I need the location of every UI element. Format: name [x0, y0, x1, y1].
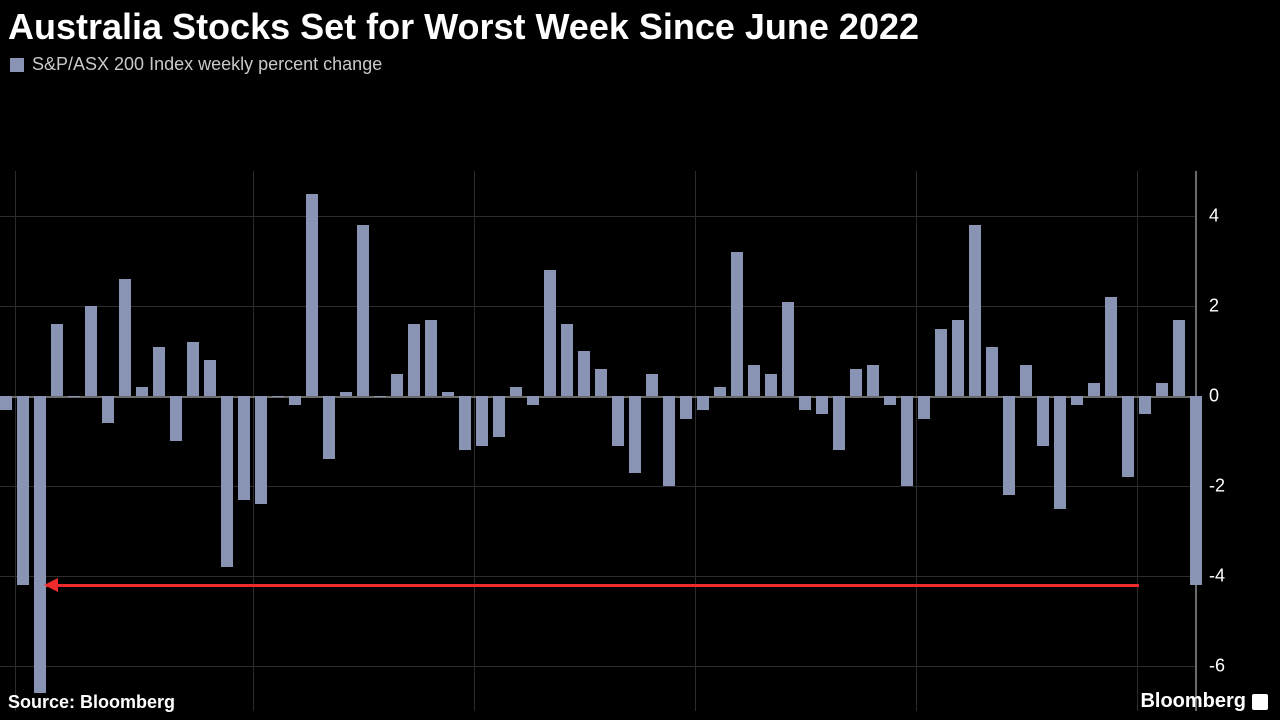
data-bar	[442, 392, 454, 397]
legend: S&P/ASX 200 Index weekly percent change	[0, 52, 1280, 81]
data-bar	[187, 342, 199, 396]
data-bar	[663, 396, 675, 486]
data-bar	[374, 396, 386, 397]
data-bar	[1173, 320, 1185, 397]
y-tick-label: -4	[1209, 566, 1225, 587]
data-bar	[17, 396, 29, 585]
data-bar	[170, 396, 182, 441]
vertical-gridline	[253, 171, 254, 711]
data-bar	[1139, 396, 1151, 414]
data-bar	[1054, 396, 1066, 509]
bar-chart: 420-2-4-6Percent changeJunSepDecMarJunSe…	[0, 81, 1280, 701]
data-bar	[255, 396, 267, 504]
data-bar	[680, 396, 692, 419]
data-bar	[697, 396, 709, 410]
data-bar	[612, 396, 624, 446]
data-bar	[238, 396, 250, 500]
data-bar	[561, 324, 573, 396]
data-bar	[1071, 396, 1083, 405]
data-bar	[799, 396, 811, 410]
brand-label: Bloomberg	[1140, 690, 1268, 713]
data-bar	[476, 396, 488, 446]
data-bar	[272, 396, 284, 397]
source-text: Source: Bloomberg	[8, 692, 175, 713]
data-bar	[425, 320, 437, 397]
data-bar	[1105, 297, 1117, 396]
data-bar	[408, 324, 420, 396]
y-tick-label: 2	[1209, 296, 1219, 317]
vertical-gridline	[916, 171, 917, 711]
gridline	[0, 306, 1195, 307]
data-bar	[595, 369, 607, 396]
data-bar	[833, 396, 845, 450]
data-bar	[85, 306, 97, 396]
data-bar	[748, 365, 760, 397]
data-bar	[782, 302, 794, 397]
data-bar	[544, 270, 556, 396]
data-bar	[1020, 365, 1032, 397]
data-bar	[816, 396, 828, 414]
data-bar	[527, 396, 539, 405]
brand-text: Bloomberg	[1140, 690, 1246, 713]
legend-swatch	[10, 58, 24, 72]
vertical-gridline	[474, 171, 475, 711]
data-bar	[1122, 396, 1134, 477]
data-bar	[1088, 383, 1100, 397]
data-bar	[340, 392, 352, 397]
data-bar	[493, 396, 505, 437]
y-tick-label: 4	[1209, 206, 1219, 227]
data-bar	[289, 396, 301, 405]
data-bar	[884, 396, 896, 405]
data-bar	[1037, 396, 1049, 446]
vertical-gridline	[15, 171, 16, 711]
data-bar	[901, 396, 913, 486]
data-bar	[221, 396, 233, 567]
gridline	[0, 216, 1195, 217]
data-bar	[34, 396, 46, 693]
data-bar	[459, 396, 471, 450]
data-bar	[918, 396, 930, 419]
data-bar	[935, 329, 947, 397]
vertical-gridline	[1137, 171, 1138, 711]
data-bar	[510, 387, 522, 396]
gridline	[0, 486, 1195, 487]
y-tick-label: -2	[1209, 476, 1225, 497]
vertical-gridline	[695, 171, 696, 711]
y-tick-label: -6	[1209, 656, 1225, 677]
y-tick-label: 0	[1209, 386, 1219, 407]
data-bar	[136, 387, 148, 396]
data-bar	[0, 396, 12, 410]
reference-arrow-head	[44, 578, 58, 592]
data-bar	[51, 324, 63, 396]
data-bar	[153, 347, 165, 397]
data-bar	[969, 225, 981, 396]
data-bar	[1190, 396, 1202, 585]
data-bar	[68, 396, 80, 397]
data-bar	[391, 374, 403, 397]
brand-icon	[1252, 694, 1268, 710]
data-bar	[578, 351, 590, 396]
data-bar	[323, 396, 335, 459]
data-bar	[765, 374, 777, 397]
reference-arrow-line	[46, 584, 1139, 587]
data-bar	[102, 396, 114, 423]
chart-title: Australia Stocks Set for Worst Week Sinc…	[0, 0, 1280, 52]
data-bar	[867, 365, 879, 397]
data-bar	[1156, 383, 1168, 397]
data-bar	[629, 396, 641, 473]
data-bar	[306, 194, 318, 397]
data-bar	[204, 360, 216, 396]
data-bar	[1003, 396, 1015, 495]
data-bar	[357, 225, 369, 396]
data-bar	[714, 387, 726, 396]
gridline	[0, 576, 1195, 577]
data-bar	[952, 320, 964, 397]
data-bar	[646, 374, 658, 397]
data-bar	[850, 369, 862, 396]
legend-label: S&P/ASX 200 Index weekly percent change	[32, 54, 382, 75]
gridline	[0, 666, 1195, 667]
data-bar	[731, 252, 743, 396]
data-bar	[119, 279, 131, 396]
data-bar	[986, 347, 998, 397]
